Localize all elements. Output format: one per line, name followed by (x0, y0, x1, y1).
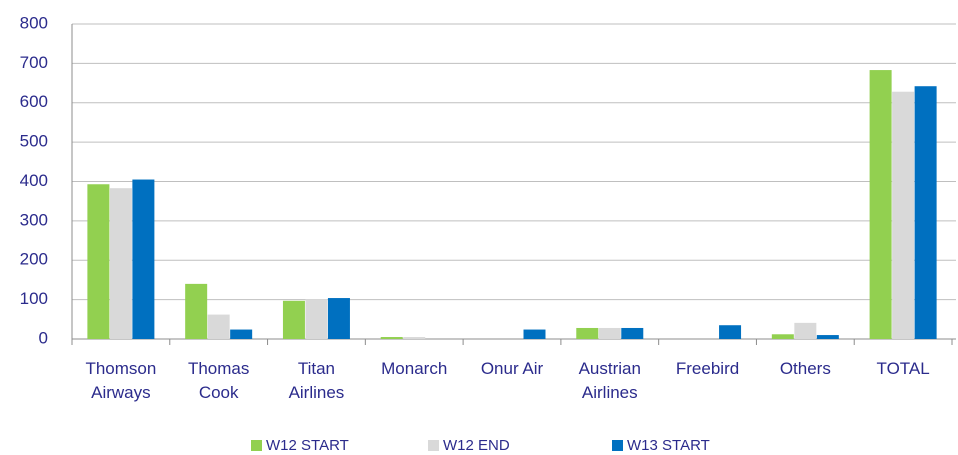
bar (598, 327, 621, 339)
bar (403, 337, 426, 339)
bar (282, 300, 305, 339)
x-tick-label: Others (780, 359, 831, 378)
x-tick-label: Freebird (676, 359, 739, 378)
y-tick-label: 400 (20, 171, 48, 190)
bar (869, 70, 892, 339)
bar (816, 335, 839, 339)
y-tick-label: 200 (20, 250, 48, 269)
x-tick-label-line: Titan (298, 359, 335, 378)
y-tick-label: 300 (20, 210, 48, 229)
bar (327, 298, 350, 339)
bar (185, 283, 208, 339)
bar (207, 314, 230, 339)
bar (109, 188, 132, 339)
y-tick-label: 800 (20, 13, 48, 32)
bar (380, 337, 403, 339)
bar (892, 91, 915, 339)
bar (621, 327, 644, 339)
bar (230, 329, 253, 339)
legend-label: W12 START (266, 437, 349, 454)
y-tick-label: 600 (20, 92, 48, 111)
x-tick-label: TOTAL (877, 359, 930, 378)
x-tick-label-line: Austrian (579, 359, 641, 378)
y-tick-label: 500 (20, 132, 48, 151)
x-tick-label-line: Thomas (188, 359, 249, 378)
bar (132, 179, 155, 339)
y-tick-label: 100 (20, 289, 48, 308)
x-tick-label-line: Onur Air (481, 359, 544, 378)
bar (771, 334, 794, 339)
bar (523, 329, 546, 339)
x-tick-label-line: TOTAL (877, 359, 930, 378)
legend-label: W13 START (627, 437, 710, 454)
bar (305, 299, 328, 339)
y-tick-label: 700 (20, 53, 48, 72)
x-tick-label-line: Airlines (582, 383, 638, 402)
legend-swatch (251, 440, 262, 451)
bar (576, 327, 599, 339)
bar (914, 86, 937, 340)
x-tick-label: Monarch (381, 359, 447, 378)
x-tick-label: Thomas Cook (188, 359, 249, 402)
x-tick-label-line: Cook (199, 383, 239, 402)
x-tick-label-line: Freebird (676, 359, 739, 378)
x-tick-label-line: Airways (91, 383, 151, 402)
legend-label: W12 END (443, 437, 510, 454)
legend-swatch (612, 440, 623, 451)
x-tick-label-line: Airlines (289, 383, 345, 402)
x-tick-label-line: Others (780, 359, 831, 378)
x-tick-label-line: Monarch (381, 359, 447, 378)
x-tick-label-line: Thomson (85, 359, 156, 378)
bar (794, 322, 817, 339)
bar (87, 184, 110, 339)
x-tick-label: Onur Air (481, 359, 544, 378)
x-tick-label: Austrian Airlines (579, 359, 641, 402)
x-tick-label: Thomson Airways (85, 359, 156, 402)
legend-swatch (428, 440, 439, 451)
x-tick-label: Titan Airlines (289, 359, 345, 402)
y-tick-label: 0 (39, 328, 48, 347)
bar (719, 325, 742, 339)
